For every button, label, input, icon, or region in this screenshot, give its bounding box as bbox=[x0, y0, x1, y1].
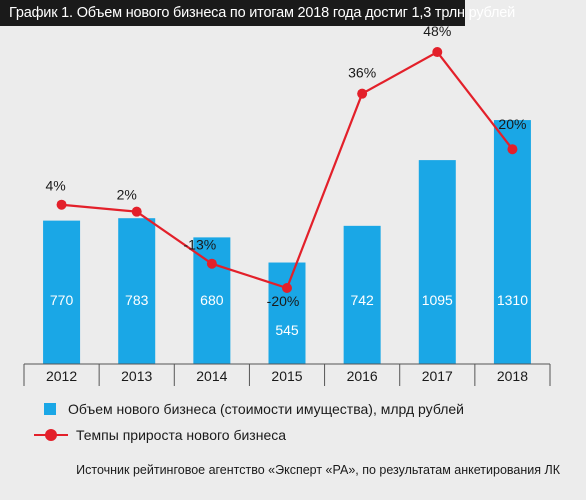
growth-point-2014 bbox=[206, 258, 217, 269]
bar-value-label-2013: 783 bbox=[125, 292, 149, 308]
bar-2012 bbox=[43, 220, 81, 364]
bar-value-label-2014: 680 bbox=[200, 292, 224, 308]
legend: Объем нового бизнеса (стоимости имуществ… bbox=[34, 398, 464, 450]
growth-label-2018: 20% bbox=[498, 116, 526, 132]
bar-value-label-2015: 545 bbox=[275, 322, 299, 338]
x-tick-label-2016: 2016 bbox=[347, 368, 378, 384]
source-note: Источник рейтинговое агентство «Эксперт … bbox=[76, 463, 560, 477]
title-bar: График 1. Объем нового бизнеса по итогам… bbox=[0, 0, 515, 26]
x-tick-label-2018: 2018 bbox=[497, 368, 528, 384]
growth-label-2017: 48% bbox=[423, 23, 451, 39]
x-tick-label-2014: 2014 bbox=[196, 368, 227, 384]
growth-label-2012: 4% bbox=[45, 178, 65, 194]
bar-value-label-2017: 1095 bbox=[422, 292, 453, 308]
bar-2017 bbox=[418, 160, 456, 364]
growth-point-2013 bbox=[131, 206, 142, 217]
x-tick-label-2012: 2012 bbox=[46, 368, 77, 384]
growth-point-2016 bbox=[357, 88, 368, 99]
x-tick-label-2017: 2017 bbox=[422, 368, 453, 384]
bar-2015 bbox=[268, 262, 306, 364]
growth-label-2014: -13% bbox=[184, 237, 217, 253]
growth-label-2016: 36% bbox=[348, 65, 376, 81]
legend-bar-swatch bbox=[44, 403, 56, 415]
bar-2013 bbox=[118, 218, 156, 364]
x-tick-label-2013: 2013 bbox=[121, 368, 152, 384]
legend-bar-label: Объем нового бизнеса (стоимости имуществ… bbox=[68, 401, 464, 417]
growth-point-2018 bbox=[507, 144, 518, 155]
growth-point-2015 bbox=[282, 283, 292, 293]
x-tick-label-2015: 2015 bbox=[271, 368, 302, 384]
bar-2018 bbox=[493, 120, 531, 364]
legend-item-line: Темпы прироста нового бизнеса bbox=[34, 424, 464, 446]
legend-item-bars: Объем нового бизнеса (стоимости имуществ… bbox=[34, 398, 464, 420]
growth-point-2012 bbox=[56, 199, 67, 210]
legend-line-swatch bbox=[34, 429, 68, 441]
growth-point-2017 bbox=[432, 47, 443, 58]
chart-title: График 1. Объем нового бизнеса по итогам… bbox=[9, 5, 516, 21]
growth-label-2015: -20% bbox=[267, 293, 300, 309]
bar-value-label-2012: 770 bbox=[50, 292, 74, 308]
bar-2016 bbox=[343, 225, 381, 364]
legend-line-label: Темпы прироста нового бизнеса bbox=[76, 427, 287, 443]
bar-value-label-2018: 1310 bbox=[497, 292, 528, 308]
growth-label-2013: 2% bbox=[117, 187, 137, 203]
bar-2014 bbox=[193, 237, 231, 364]
bar-value-label-2016: 742 bbox=[350, 292, 374, 308]
